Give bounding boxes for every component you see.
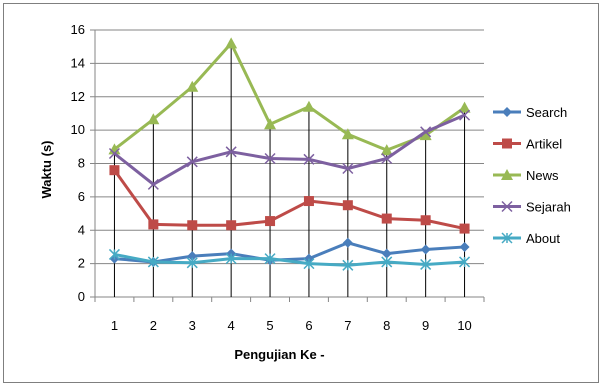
legend-marker-about: [501, 232, 513, 244]
y-axis-title: Waktu (s): [39, 140, 54, 198]
data-point-sejarah-4: [225, 146, 237, 158]
y-tick-label-4: 4: [78, 222, 85, 237]
data-point-sejarah-6: [303, 153, 315, 165]
data-point-about-4: [225, 253, 237, 265]
data-point-about-2: [147, 256, 159, 268]
data-point-about-10: [459, 256, 471, 268]
legend-label-sejarah: Sejarah: [526, 200, 571, 215]
data-point-artikel-5: [265, 216, 276, 227]
data-point-news-10: [458, 101, 471, 113]
data-point-sejarah-2: [147, 178, 159, 190]
data-point-sejarah-7: [342, 162, 354, 175]
data-point-about-5: [264, 253, 276, 265]
data-point-artikel-3: [187, 220, 198, 231]
data-point-sejarah-5: [264, 152, 276, 165]
legend-label-news: News: [526, 168, 559, 183]
data-point-about-1: [108, 248, 120, 260]
legend-marker-search: [502, 107, 512, 117]
data-point-artikel-9: [420, 215, 431, 226]
x-tick-label-7: 7: [344, 318, 351, 333]
data-point-news-2: [147, 113, 160, 125]
data-point-about-8: [381, 256, 393, 268]
data-point-artikel-10: [459, 223, 470, 234]
data-point-about-7: [342, 259, 354, 271]
x-tick-label-9: 9: [422, 318, 429, 333]
x-tick-label-5: 5: [266, 318, 273, 333]
data-point-news-1: [108, 143, 121, 155]
x-tick-label-3: 3: [189, 318, 196, 333]
legend-marker-news: [501, 169, 513, 180]
x-tick-label-10: 10: [457, 318, 471, 333]
data-point-news-4: [225, 37, 238, 49]
data-point-artikel-8: [381, 213, 392, 224]
legend-label-search: Search: [526, 105, 567, 120]
series-line-sejarah: [113, 113, 466, 186]
data-point-artikel-4: [226, 220, 237, 231]
data-point-search-8: [381, 248, 392, 259]
data-point-sejarah-9: [420, 126, 432, 138]
data-point-artikel-1: [109, 165, 120, 176]
data-point-search-10: [459, 241, 470, 252]
y-tick-label-10: 10: [71, 122, 85, 137]
x-tick-label-6: 6: [305, 318, 312, 333]
y-tick-label-6: 6: [78, 189, 85, 204]
y-tick-label-14: 14: [71, 55, 85, 70]
data-point-artikel-2: [148, 219, 159, 230]
data-point-about-3: [186, 257, 198, 269]
data-point-search-9: [420, 244, 431, 255]
series-line-artikel: [113, 169, 465, 231]
data-point-artikel-6: [303, 196, 314, 207]
series-line-news: [113, 41, 466, 152]
data-point-sejarah-3: [186, 156, 198, 168]
data-point-search-7: [342, 237, 353, 248]
data-point-about-9: [420, 258, 432, 270]
data-point-news-8: [380, 144, 393, 156]
legend-marker-artikel: [502, 138, 512, 149]
data-point-sejarah-8: [381, 152, 393, 165]
y-tick-label-0: 0: [78, 289, 85, 304]
data-point-artikel-7: [342, 200, 353, 211]
data-point-search-3: [187, 251, 198, 262]
chart-frame: 0 2 4 6 8 10 12 14 16 1 2 3 4 5 6 7 8 9 10 Pengujian Ke - Wa…: [3, 3, 599, 383]
data-point-news-9: [419, 129, 432, 141]
data-point-news-6: [302, 100, 315, 112]
series-line-about: [114, 252, 465, 267]
x-tick-label-2: 2: [150, 318, 157, 333]
y-tick-label-2: 2: [78, 256, 85, 271]
data-point-about-6: [303, 258, 315, 270]
data-point-news-7: [341, 128, 354, 140]
data-point-news-5: [264, 118, 277, 130]
legend-label-artikel: Artikel: [526, 137, 562, 152]
y-tick-label-16: 16: [71, 22, 85, 37]
x-tick-label-8: 8: [383, 318, 390, 333]
x-tick-label-1: 1: [111, 318, 118, 333]
x-axis-title: Pengujian Ke -: [234, 347, 324, 362]
legend-marker-sejarah: [501, 200, 513, 213]
y-tick-label-12: 12: [71, 89, 85, 104]
data-point-news-3: [186, 80, 199, 92]
data-point-sejarah-10: [459, 109, 471, 121]
x-tick-label-4: 4: [228, 318, 235, 333]
legend-label-about: About: [526, 231, 560, 246]
series-line-search: [114, 241, 465, 264]
y-tick-label-8: 8: [78, 156, 85, 171]
data-point-sejarah-1: [108, 147, 120, 160]
